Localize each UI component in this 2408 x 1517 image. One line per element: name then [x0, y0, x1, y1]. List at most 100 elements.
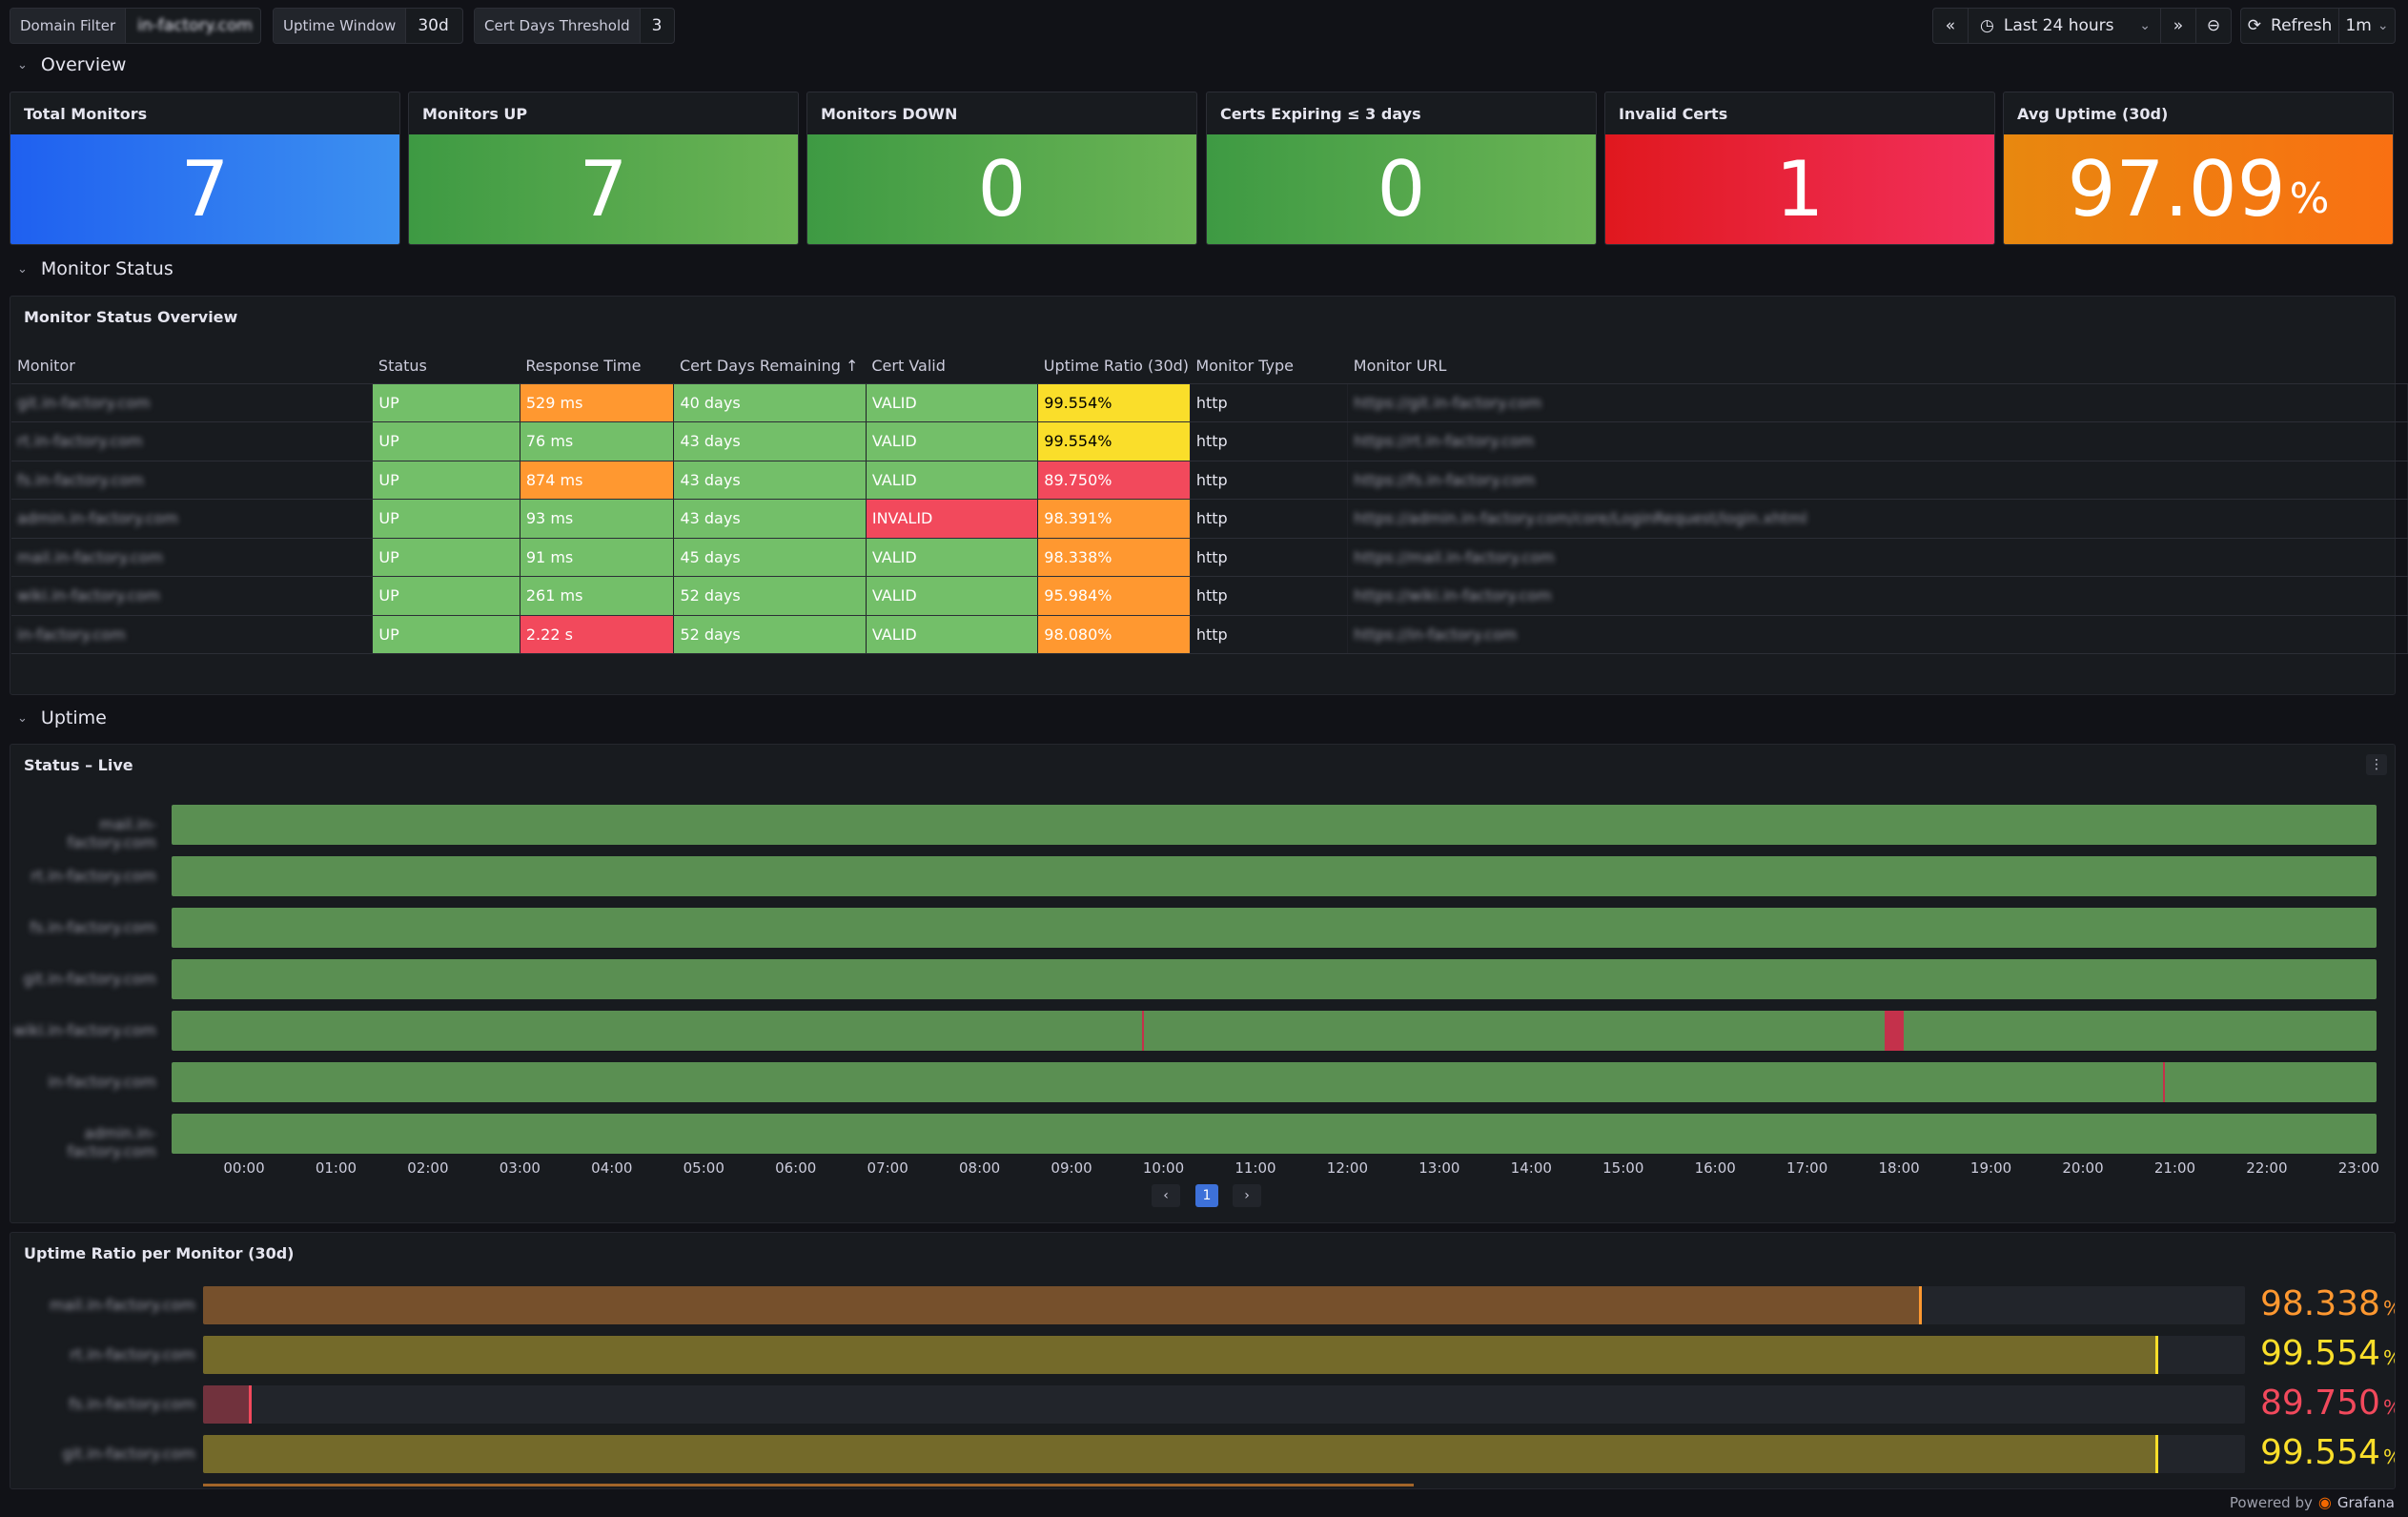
monitor-url-cell[interactable]: https://rt.in-factory.com: [1347, 421, 2408, 461]
timeline-bar[interactable]: [172, 908, 2377, 948]
status-cell: UP: [372, 538, 520, 577]
bargauge-value-unit: %: [2383, 1445, 2395, 1468]
monitor-url-cell[interactable]: https://wiki.in-factory.com: [1347, 576, 2408, 616]
time-shift-back-button[interactable]: «: [1932, 8, 1969, 44]
timeline-down-segment[interactable]: [2163, 1062, 2166, 1102]
column-header[interactable]: Monitor URL: [1347, 349, 2408, 384]
timeline-down-segment[interactable]: [1141, 1011, 1144, 1051]
time-range-label: Last 24 hours: [2003, 16, 2114, 35]
stat-panel: Monitors UP 7: [408, 92, 799, 245]
column-header[interactable]: Uptime Ratio (30d): [1037, 349, 1191, 384]
timeline-bar[interactable]: [172, 1011, 2377, 1051]
bargauge-value-number: 89.750: [2260, 1384, 2380, 1423]
monitor-url-cell[interactable]: https://mail.in-factory.com: [1347, 538, 2408, 577]
panel-menu-button[interactable]: ⋮: [2366, 754, 2387, 775]
timeline-bar[interactable]: [172, 1114, 2377, 1154]
timeline-bar[interactable]: [172, 959, 2377, 999]
uptime-window-select[interactable]: 30d ⌄: [406, 9, 462, 43]
cert-threshold-label: Cert Days Threshold: [475, 9, 641, 43]
cert-days-cell: 40 days: [673, 383, 867, 422]
row-overview-toggle[interactable]: ⌄ Overview: [17, 54, 126, 75]
status-cell: UP: [372, 499, 520, 539]
column-header[interactable]: Status: [372, 349, 520, 384]
table-row: admin.in-factory.com UP 93 ms 43 days INVALI…: [11, 499, 2408, 539]
cert-valid-cell: VALID: [866, 538, 1039, 577]
timeline-row-label: git.in-factory.com: [23, 970, 156, 988]
pagination-page-button[interactable]: 1: [1195, 1184, 1218, 1207]
time-axis-tick: 01:00: [315, 1159, 357, 1177]
cert-threshold-variable: Cert Days Threshold 3 ⌄: [474, 8, 675, 44]
column-header[interactable]: Monitor Type: [1190, 349, 1348, 384]
cert-valid-cell: VALID: [866, 576, 1039, 616]
cert-days-cell: 52 days: [673, 615, 867, 654]
stat-value: 0: [1377, 145, 1426, 234]
monitor-url-cell[interactable]: https://git.in-factory.com: [1347, 383, 2408, 422]
pagination-prev-button[interactable]: ‹: [1152, 1184, 1180, 1207]
cert-threshold-select[interactable]: 3 ⌄: [641, 9, 674, 43]
column-header[interactable]: Response Time: [520, 349, 674, 384]
row-uptime-title: Uptime: [40, 707, 107, 728]
stat-value-box: 0: [1207, 134, 1596, 244]
row-monitor-status-title: Monitor Status: [40, 258, 173, 279]
refresh-button[interactable]: ⟳ Refresh: [2240, 8, 2339, 44]
bargauge-track: [203, 1385, 2245, 1424]
bargauge-cap: [1918, 1286, 1922, 1324]
stat-value-box: 97.09%: [2004, 134, 2393, 244]
more-vertical-icon: ⋮: [2370, 757, 2383, 772]
chevron-down-icon: ⌄: [2139, 18, 2151, 33]
uptime-ratio-cell: 98.338%: [1037, 538, 1191, 577]
time-axis-tick: 05:00: [683, 1159, 724, 1177]
bargauge-track: [203, 1336, 2245, 1374]
zoom-out-button[interactable]: ⊖: [2195, 8, 2232, 44]
bargauge-value-unit: %: [2383, 1396, 2395, 1419]
bargauge-cap: [249, 1385, 252, 1424]
time-axis-tick: 11:00: [1235, 1159, 1276, 1177]
chevron-down-icon: ⌄: [2377, 18, 2389, 33]
stat-value: 7: [579, 145, 628, 234]
row-monitor-status-toggle[interactable]: ⌄ Monitor Status: [17, 258, 173, 279]
bargauge-value-unit: %: [2383, 1346, 2395, 1369]
panel-title: Monitor Status Overview: [24, 308, 238, 326]
clock-icon: ◷: [1980, 16, 1994, 35]
monitor-url-cell[interactable]: https://admin.in-factory.com/core/LoginR…: [1347, 499, 2408, 539]
uptime-ratio-cell: 99.554%: [1037, 383, 1191, 422]
time-range-picker[interactable]: ◷ Last 24 hours ⌄: [1968, 8, 2161, 44]
next-bar-hint: [203, 1484, 1414, 1486]
refresh-interval-select[interactable]: 1m ⌄: [2338, 8, 2396, 44]
timeline-bar[interactable]: [172, 1062, 2377, 1102]
chevron-down-icon: ⌄: [17, 710, 28, 726]
time-axis-tick: 02:00: [407, 1159, 449, 1177]
stat-title: Avg Uptime (30d): [2017, 104, 2169, 123]
monitor-cell: rt.in-factory.com: [11, 421, 374, 461]
domain-filter-value: in-factory.com: [137, 16, 253, 35]
chevron-left-icon: ‹: [1163, 1188, 1169, 1203]
column-header[interactable]: Cert Days Remaining ↑: [673, 349, 867, 384]
bargauge-value-number: 98.338: [2260, 1284, 2380, 1323]
cert-valid-cell: VALID: [866, 421, 1039, 461]
uptime-ratio-cell: 98.080%: [1037, 615, 1191, 654]
pagination-next-button[interactable]: ›: [1233, 1184, 1261, 1207]
stat-unit: %: [2289, 174, 2330, 223]
bargauge-fill: [203, 1336, 2159, 1374]
row-uptime-toggle[interactable]: ⌄ Uptime: [17, 707, 107, 728]
monitor-status-table: Monitor Status Response Time Cert Days Rema…: [11, 349, 2408, 654]
status-cell: UP: [372, 461, 520, 500]
monitor-url-cell[interactable]: https://fs.in-factory.com: [1347, 461, 2408, 500]
domain-filter-select[interactable]: in-factory.com ⌄: [126, 9, 260, 43]
time-axis-tick: 14:00: [1510, 1159, 1552, 1177]
uptime-window-variable: Uptime Window 30d ⌄: [273, 8, 463, 44]
monitor-url-cell[interactable]: https://in-factory.com: [1347, 615, 2408, 654]
time-axis-tick: 21:00: [2153, 1159, 2196, 1177]
cert-days-cell: 43 days: [673, 499, 867, 539]
monitor-type-cell: http: [1190, 576, 1349, 616]
timeline-bar[interactable]: [172, 856, 2377, 896]
time-shift-forward-button[interactable]: »: [2160, 8, 2196, 44]
time-axis-tick: 20:00: [2062, 1159, 2104, 1177]
time-axis-tick: 03:00: [499, 1159, 541, 1177]
column-header[interactable]: Monitor: [11, 349, 373, 384]
column-header[interactable]: Cert Valid: [866, 349, 1038, 384]
timeline-down-segment[interactable]: [1885, 1011, 1904, 1051]
time-axis-tick: 23:00: [2337, 1159, 2379, 1177]
uptime-ratio-panel: Uptime Ratio per Monitor (30d) mail.in-f…: [10, 1232, 2396, 1489]
timeline-bar[interactable]: [172, 805, 2377, 845]
